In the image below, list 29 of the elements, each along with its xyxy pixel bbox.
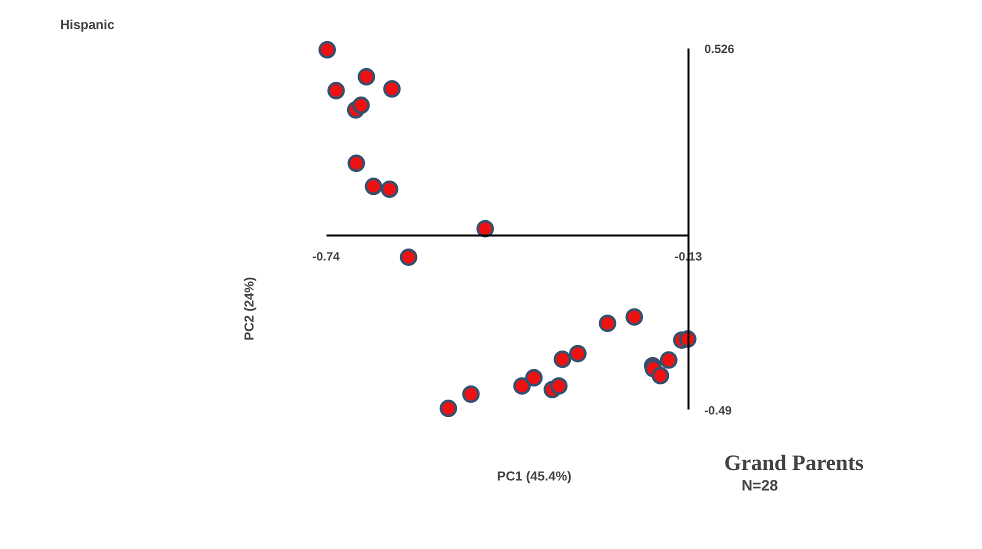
point [525, 369, 543, 387]
point [352, 96, 370, 114]
point [550, 377, 568, 395]
point [626, 308, 644, 326]
point [440, 400, 458, 418]
text: Grand Parents [724, 450, 864, 475]
x-tick-label: -0.74 [312, 249, 340, 264]
point [476, 220, 494, 238]
y-axis-title: PC2 (24%) [241, 276, 256, 340]
x-axis-title: PC1 (45.4%) [497, 468, 572, 484]
point [569, 344, 587, 362]
point [348, 154, 366, 172]
point [462, 385, 480, 403]
point [358, 68, 376, 86]
point [318, 41, 336, 58]
point [383, 80, 401, 98]
text: Hispanic [60, 16, 114, 32]
point [513, 377, 531, 395]
y-tick-label: 0.526 [704, 42, 735, 56]
point [327, 82, 345, 100]
point [554, 350, 572, 368]
text: N=28 [742, 478, 778, 495]
point [652, 366, 670, 384]
point [380, 180, 398, 198]
point [400, 248, 418, 266]
y-tick-label: -0.49 [704, 403, 732, 418]
point [598, 314, 616, 332]
point [364, 178, 382, 196]
point [660, 351, 678, 369]
